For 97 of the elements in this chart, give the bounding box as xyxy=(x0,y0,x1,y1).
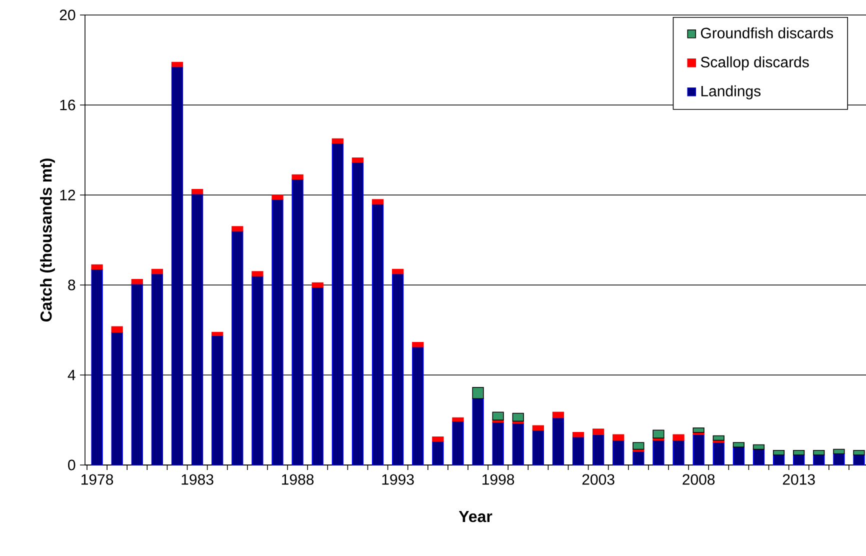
bar xyxy=(452,417,464,422)
bar xyxy=(752,444,765,450)
bar xyxy=(492,412,504,420)
bar xyxy=(712,435,724,441)
bar xyxy=(472,398,484,466)
bar xyxy=(212,335,224,466)
bar xyxy=(592,428,604,436)
bar xyxy=(151,268,164,274)
bar xyxy=(111,332,123,466)
bar xyxy=(252,271,264,276)
x-tick-label: 2003 xyxy=(582,474,614,485)
bar xyxy=(432,440,444,466)
bar xyxy=(312,286,324,466)
bar xyxy=(632,451,644,466)
bar xyxy=(853,454,865,466)
bar xyxy=(853,450,865,456)
y-tick-label: 12 xyxy=(60,190,76,200)
bar xyxy=(652,440,664,466)
bar xyxy=(472,386,484,400)
bar xyxy=(813,450,825,456)
bar xyxy=(111,326,123,333)
bar xyxy=(512,422,524,466)
bar xyxy=(292,178,304,466)
bar xyxy=(532,425,544,431)
bar xyxy=(512,412,524,422)
y-tick-label: 8 xyxy=(68,280,76,290)
bar xyxy=(292,174,304,180)
bar xyxy=(732,446,744,466)
bar xyxy=(191,193,204,466)
legend-label: Landings xyxy=(701,85,761,100)
x-axis-title: Year xyxy=(458,510,492,522)
bar xyxy=(652,430,664,438)
bar xyxy=(672,440,684,466)
bar xyxy=(191,188,204,194)
bar xyxy=(372,199,384,204)
bar xyxy=(171,62,184,68)
bar xyxy=(131,283,143,466)
x-tick-label: 2013 xyxy=(782,474,815,485)
bar xyxy=(592,434,604,466)
bar xyxy=(332,138,344,144)
y-tick-label: 0 xyxy=(68,460,76,470)
bar xyxy=(632,442,644,450)
bar xyxy=(171,66,184,466)
x-tick-label: 1983 xyxy=(182,474,214,485)
bar xyxy=(252,276,264,466)
bar xyxy=(552,417,564,466)
bar xyxy=(752,448,765,466)
bar xyxy=(833,453,845,466)
bar xyxy=(332,142,344,466)
bar xyxy=(272,194,284,200)
bar xyxy=(793,454,805,466)
x-tick-label: 1978 xyxy=(81,474,114,485)
y-tick-label: 4 xyxy=(68,370,76,380)
bar xyxy=(612,440,624,466)
x-tick-label: 1993 xyxy=(382,474,414,485)
bar xyxy=(392,268,404,274)
bar xyxy=(412,342,424,348)
bar xyxy=(232,226,244,232)
bar xyxy=(232,230,244,466)
legend-label: Scallop discards xyxy=(700,56,809,70)
bar xyxy=(432,436,444,442)
legend-label: Groundfish discards xyxy=(700,27,834,38)
bar xyxy=(772,450,785,456)
x-tick-label: 1988 xyxy=(282,474,314,485)
bar xyxy=(692,434,704,466)
bar xyxy=(352,157,364,163)
bar xyxy=(532,430,544,466)
x-tick-label: 2008 xyxy=(682,474,715,485)
bar xyxy=(572,436,584,466)
bar xyxy=(91,268,103,466)
bar xyxy=(692,427,704,433)
y-tick-label: 20 xyxy=(60,10,76,20)
bar xyxy=(452,420,464,466)
bar xyxy=(712,442,724,466)
bar xyxy=(572,432,584,438)
bar xyxy=(392,273,404,466)
bar xyxy=(212,332,224,336)
bar xyxy=(151,273,164,466)
bar xyxy=(612,434,624,441)
x-tick-label: 1998 xyxy=(482,474,514,485)
bar xyxy=(552,412,564,418)
bar xyxy=(312,282,324,288)
bar xyxy=(372,204,384,466)
y-axis-title: Catch (thousands mt) xyxy=(40,158,55,322)
bar xyxy=(772,454,785,466)
bar xyxy=(492,422,504,466)
bar xyxy=(352,162,364,466)
bar xyxy=(833,448,845,454)
y-tick-label: 16 xyxy=(60,100,76,110)
bar xyxy=(793,450,805,456)
bar xyxy=(131,278,143,284)
bar xyxy=(813,454,825,466)
bar xyxy=(732,442,744,448)
bar xyxy=(412,346,424,466)
bar xyxy=(672,434,684,441)
bar xyxy=(91,264,103,270)
bar xyxy=(272,199,284,466)
